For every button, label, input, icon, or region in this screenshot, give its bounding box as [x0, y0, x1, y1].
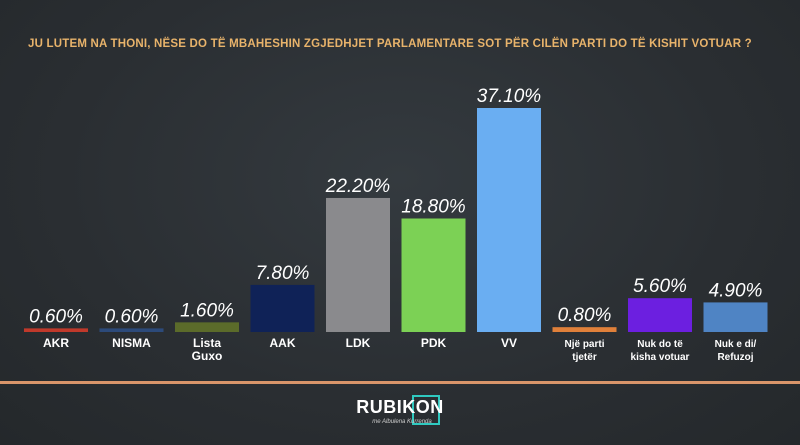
category-label: LDK [346, 336, 371, 350]
bar-vv [477, 108, 541, 332]
category-label: Një parti [564, 339, 604, 350]
category-label: AAK [270, 336, 296, 350]
divider-line [0, 381, 800, 384]
category-label: tjetër [572, 352, 597, 363]
bar-nisma [99, 328, 164, 332]
value-label: 1.60% [180, 300, 234, 321]
rubikon-logo: RUBIKON me Albulena Kurrenda [352, 395, 448, 437]
category-label: Refuzoj [717, 352, 753, 363]
bar-ldk [326, 197, 390, 332]
category-label: NISMA [112, 336, 151, 350]
bar-nj-parti-tjet-r [552, 327, 617, 332]
logo-text: RUBIKON [356, 397, 444, 417]
category-label: Nuk do të [637, 339, 683, 350]
bar-lista-guxo [175, 322, 239, 332]
bar-nuk-do-t-kisha-votuar [628, 298, 692, 332]
bar-aak [250, 284, 315, 332]
category-label: PDK [421, 336, 447, 350]
category-label: Lista [193, 336, 221, 350]
bar-pdk [401, 218, 466, 332]
category-label: AKR [43, 336, 69, 350]
category-label: kisha votuar [631, 352, 690, 363]
value-label: 0.60% [105, 306, 159, 327]
category-label: VV [501, 336, 517, 350]
value-label: 4.90% [709, 280, 763, 301]
chart-title: JU LUTEM NA THONI, NËSE DO TË MBAHESHIN … [28, 38, 752, 50]
value-label: 7.80% [256, 263, 310, 284]
value-label: 5.60% [633, 276, 687, 297]
value-label: 18.80% [401, 196, 466, 217]
value-label: 0.60% [29, 306, 83, 327]
bar-akr [24, 328, 88, 332]
value-label: 22.20% [325, 176, 391, 197]
logo-tagline: me Albulena Kurrenda [372, 419, 432, 425]
value-label: 37.10% [477, 86, 542, 107]
value-label: 0.80% [558, 305, 612, 326]
logo-frame [412, 395, 440, 425]
category-label: Guxo [192, 349, 223, 363]
bar-nuk-e-di-refuzoj [703, 302, 768, 332]
category-label: Nuk e di/ [715, 339, 757, 350]
